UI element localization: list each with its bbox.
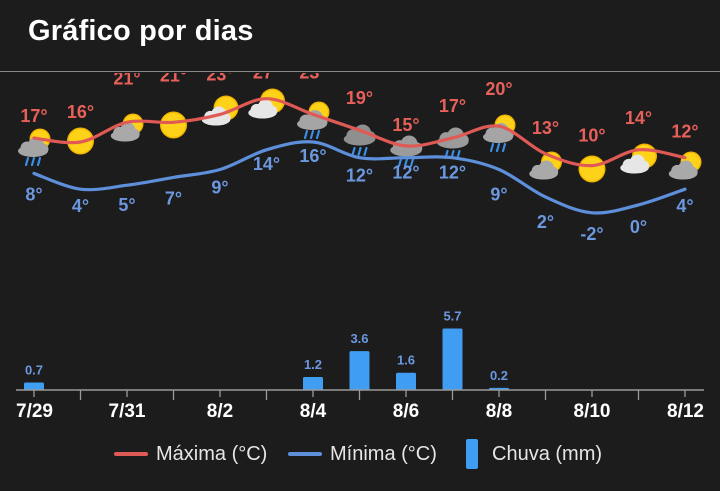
rain-bar	[303, 377, 323, 390]
cloud-shape	[248, 99, 278, 119]
rain-drop	[501, 142, 507, 153]
rain-drop	[363, 146, 368, 157]
min-temp-label: 9°	[211, 178, 228, 198]
page-title: Gráfico por dias	[28, 15, 254, 47]
sun-core	[580, 157, 604, 181]
rain-value-label: 1.6	[397, 353, 415, 368]
max-temp-label: 17°	[20, 106, 47, 126]
rain-drop	[315, 129, 321, 140]
max-temp-label: 20°	[485, 79, 512, 99]
max-temp-label: 16°	[67, 102, 94, 122]
cloud-sun-icon	[529, 151, 562, 180]
min-temp-label: 0°	[630, 217, 647, 237]
max-temp-label: 19°	[346, 88, 373, 108]
rain-value-label: 0.2	[490, 368, 508, 383]
rain-cloud-sun-icon	[483, 114, 516, 153]
rain-bar	[442, 328, 463, 390]
rain-drop	[357, 146, 362, 157]
min-temp-label: 12°	[346, 166, 373, 186]
min-temp-line	[32, 140, 687, 215]
rain-drop	[409, 157, 415, 168]
rain-cloud-icon	[390, 135, 423, 168]
max-temp-label: 23°	[206, 73, 233, 84]
rain-drop	[397, 157, 403, 168]
legend-rain-label: Chuva (mm)	[492, 442, 603, 465]
max-temp-line	[32, 97, 687, 168]
min-temp-label: 7°	[165, 188, 182, 208]
sun-core	[161, 113, 186, 137]
legend-item-rain[interactable]: Chuva (mm)	[466, 436, 602, 472]
rain-drop	[24, 156, 30, 167]
cloud-shape	[620, 154, 650, 174]
rain-value-label: 5.7	[443, 308, 461, 323]
min-temp-label: 14°	[253, 154, 280, 174]
legend-max-swatch	[114, 452, 148, 456]
legend-item-min[interactable]: Mínima (°C)	[288, 436, 437, 472]
rain-drop	[36, 156, 42, 167]
rain-bar	[24, 382, 44, 390]
min-temp-label: -2°	[580, 224, 603, 244]
cloud-shape	[668, 160, 698, 180]
x-tick-label: 8/10	[574, 401, 611, 422]
x-tick-label: 8/12	[667, 401, 704, 422]
x-tick-label: 7/31	[109, 401, 146, 422]
rain-cloud-icon	[436, 127, 469, 160]
min-temp-label: 4°	[676, 196, 693, 216]
min-temp-label: 4°	[72, 196, 89, 216]
max-temp-label: 13°	[532, 118, 559, 138]
min-temp-label: 9°	[490, 185, 507, 205]
rain-value-label: 0.7	[25, 362, 43, 377]
cloud-sun-icon	[110, 113, 144, 142]
cloud-shape	[18, 137, 49, 157]
rain-drop	[30, 156, 36, 167]
sun-cloud-icon	[248, 88, 285, 119]
rain-bar	[349, 351, 370, 390]
min-temp-label: 12°	[439, 163, 466, 183]
sun-icon	[578, 155, 606, 183]
forecast-chart: 17° 8° 16° 4° 21° 5° 21° 7° 23° 9° 27° 14° 23° 16° 19°…	[16, 73, 704, 422]
legend-min-swatch	[288, 452, 322, 456]
min-temp-label: 12°	[392, 163, 419, 183]
rain-drop	[489, 142, 495, 153]
x-tick-label: 8/2	[207, 401, 233, 422]
min-temp-label: 8°	[25, 184, 42, 204]
rain-bar	[396, 372, 416, 390]
cloud-shape	[529, 160, 559, 180]
cloud-shape	[110, 122, 140, 142]
max-temp-label: 17°	[439, 96, 466, 116]
sun-icon	[160, 111, 187, 139]
rain-drop	[303, 129, 309, 140]
min-temp-label: 5°	[118, 195, 135, 215]
max-temp-label: 23°	[299, 73, 326, 82]
header-bar: Gráfico por dias	[0, 0, 720, 72]
rain-drop	[495, 142, 501, 153]
max-temp-label: 21°	[160, 73, 187, 85]
rain-drop	[403, 157, 409, 168]
legend-item-max[interactable]: Máxima (°C)	[114, 436, 267, 472]
rain-value-label: 1.2	[304, 357, 322, 372]
max-temp-label: 27°	[253, 73, 280, 83]
x-tick-label: 8/4	[300, 401, 327, 422]
sun-cloud-icon	[620, 143, 657, 174]
min-temp-label: 2°	[537, 212, 554, 232]
min-temp-label: 16°	[299, 146, 326, 166]
x-tick-label: 8/8	[486, 401, 512, 422]
legend-min-label: Mínima (°C)	[330, 442, 437, 465]
x-tick-label: 8/6	[393, 401, 419, 422]
rain-value-label: 3.6	[350, 331, 368, 346]
max-temp-label: 15°	[392, 115, 419, 135]
legend-rain-swatch	[466, 439, 478, 469]
max-temp-label: 12°	[671, 122, 698, 142]
x-tick-label: 7/29	[16, 401, 53, 422]
chart-legend: Máxima (°C) Mínima (°C) Chuva (mm)	[0, 436, 720, 476]
rain-drop	[309, 129, 315, 140]
max-temp-label: 10°	[578, 126, 605, 146]
rain-cloud-sun-icon	[18, 128, 51, 167]
max-temp-label: 21°	[113, 73, 140, 88]
rain-drop	[351, 146, 356, 157]
max-temp-label: 14°	[625, 108, 652, 128]
legend-max-label: Máxima (°C)	[156, 442, 268, 465]
